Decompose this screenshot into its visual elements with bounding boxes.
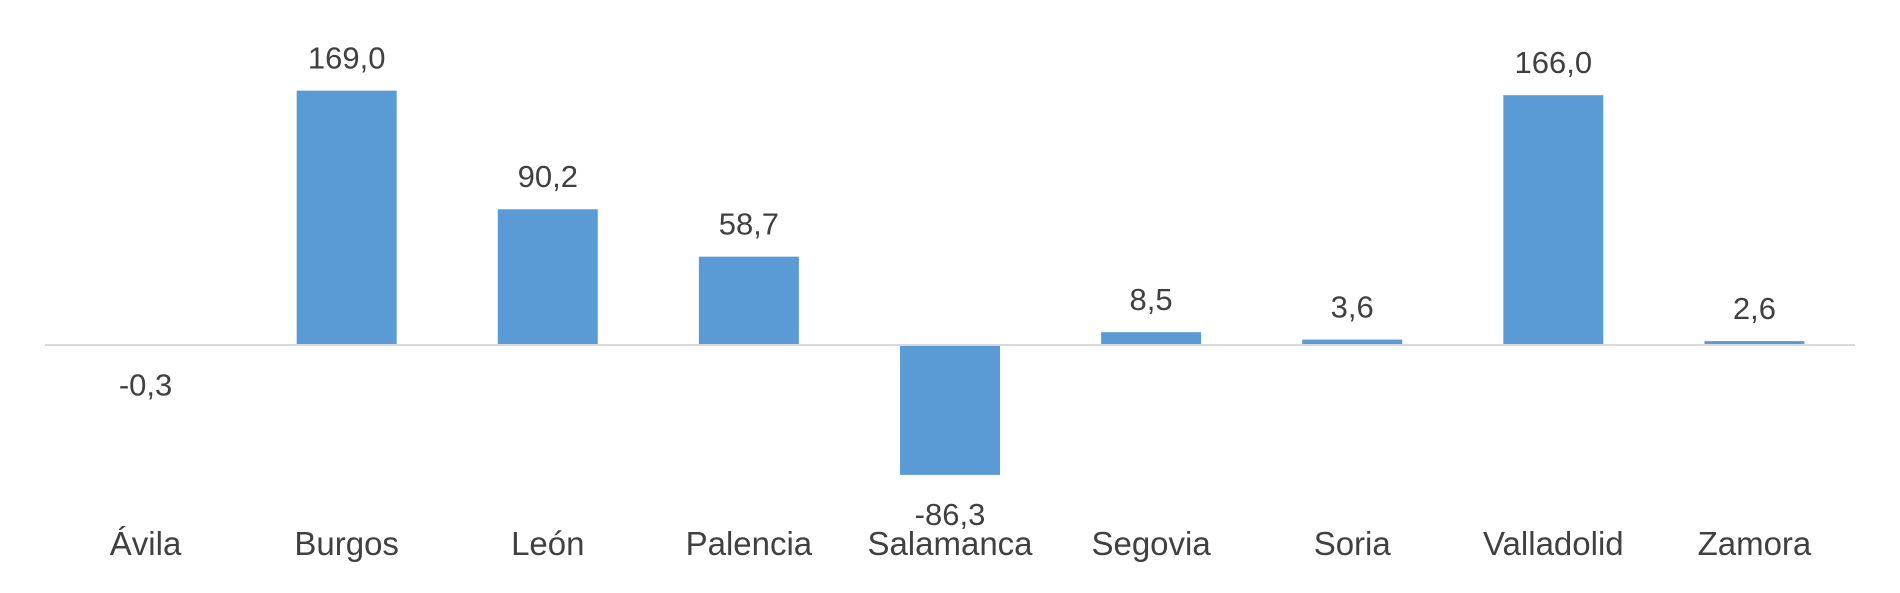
bar-5 [1101, 332, 1202, 345]
category-label-7: Valladolid [1483, 525, 1624, 562]
data-label-2: 90,2 [518, 159, 578, 194]
bar-group [95, 90, 1805, 475]
category-axis-labels: Ávila Burgos León Palencia Salamanca Segovia S… [110, 525, 1812, 562]
data-label-6: 3,6 [1331, 290, 1374, 325]
bar-6 [1302, 339, 1403, 345]
data-label-5: 8,5 [1130, 282, 1173, 317]
category-label-2: León [511, 525, 584, 562]
bar-7 [1503, 95, 1604, 345]
bar-2 [497, 209, 598, 345]
category-label-3: Palencia [686, 525, 813, 562]
data-label-7: 166,0 [1515, 45, 1593, 80]
data-label-group: -0,3 169,0 90,2 58,7 -86,3 8,5 3,6 166,0 2,6 [119, 41, 1776, 532]
data-label-3: 58,7 [719, 207, 779, 242]
data-label-0: -0,3 [119, 367, 172, 402]
bar-8 [1704, 341, 1805, 345]
bar-3 [698, 256, 799, 345]
category-label-8: Zamora [1698, 525, 1812, 562]
category-label-5: Segovia [1091, 525, 1211, 562]
data-label-1: 169,0 [308, 41, 386, 76]
category-label-1: Burgos [294, 525, 399, 562]
bar-1 [296, 90, 397, 345]
data-label-8: 2,6 [1733, 291, 1776, 326]
category-label-4: Salamanca [867, 525, 1033, 562]
data-label-4: -86,3 [915, 497, 986, 532]
bar-4 [900, 345, 1000, 475]
category-label-0: Ávila [110, 525, 182, 562]
category-label-6: Soria [1314, 525, 1392, 562]
